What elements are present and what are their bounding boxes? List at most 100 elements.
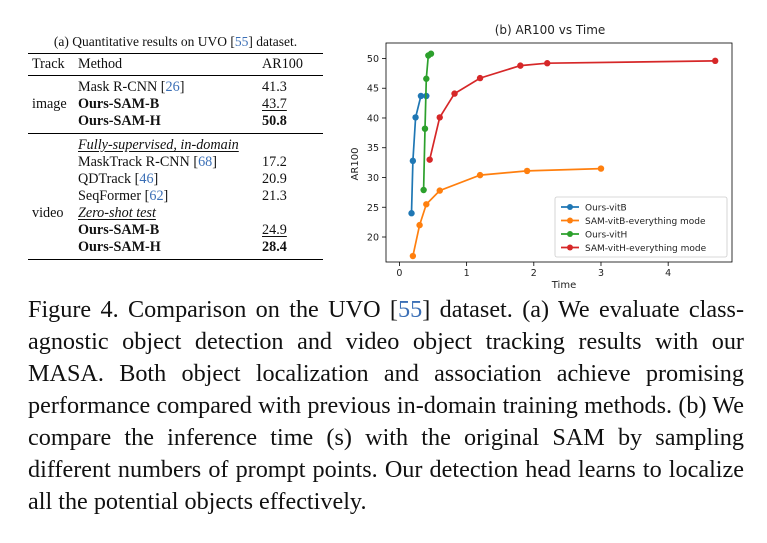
- method-name: Ours-SAM-B: [78, 222, 160, 238]
- ar-value: 20.9: [262, 171, 287, 187]
- x-tick-label: 2: [531, 268, 537, 279]
- legend-box: [554, 196, 728, 258]
- y-tick-label: 35: [367, 143, 379, 154]
- x-tick-label: 4: [665, 268, 671, 279]
- legend-marker: [567, 244, 573, 251]
- y-tick-label: 45: [367, 84, 379, 95]
- ar-value: 24.9: [262, 222, 287, 238]
- data-point: [476, 74, 484, 82]
- legend-marker: [567, 217, 573, 224]
- results-table: (a) Quantitative results on UVO [55] dat…: [28, 34, 323, 260]
- series-line-3: [428, 60, 716, 160]
- subsection-label: Zero-shot test: [78, 205, 156, 221]
- table-row: Ours-SAM-H 28.4: [28, 239, 323, 256]
- table-row: MaskTrack R-CNN [68] 17.2: [78, 154, 287, 170]
- y-tick-label: 50: [367, 54, 379, 65]
- table-row: Ours-SAM-H 50.8: [28, 113, 323, 130]
- plot-frame: [385, 42, 733, 263]
- data-point: [436, 187, 443, 194]
- method-name: SeqFormer: [78, 188, 142, 204]
- line-chart: (b) AR100 vs Time 0 1 2 3 4 20 25 30 35 40 45 50 Our…: [350, 23, 733, 291]
- table-group-rule: [28, 133, 323, 134]
- data-point: [409, 157, 417, 165]
- table-row: SeqFormer [62] 21.3: [78, 188, 287, 204]
- table-row: Ours-SAM-B 24.9: [28, 222, 323, 239]
- video-group: video Fully-supervised, in-domain MaskTr…: [28, 137, 323, 256]
- table-row: Ours-SAM-B 43.7: [28, 96, 323, 113]
- ar-value: 43.7: [262, 96, 287, 112]
- data-point: [427, 50, 435, 57]
- chart-title: (b) AR100 vs Time: [495, 23, 606, 37]
- data-point: [412, 114, 419, 121]
- ar-value: 41.3: [262, 79, 287, 95]
- header-ar100: AR100: [262, 56, 303, 72]
- table-row: Fully-supervised, in-domain: [28, 137, 323, 154]
- y-tick-label: 25: [367, 203, 379, 214]
- data-point: [423, 75, 430, 82]
- x-axis-label: Time: [551, 280, 576, 291]
- figure-caption: Figure 4. Comparison on the UVO [55] dat…: [28, 296, 745, 515]
- header-track: Track: [32, 56, 65, 72]
- ar-value: 21.3: [262, 188, 287, 204]
- legend-label: SAM-vitH-everything mode: [585, 244, 707, 254]
- data-point: [408, 210, 415, 217]
- group-label-image: image: [32, 96, 67, 112]
- table-top-rule: [28, 53, 323, 54]
- citation-link[interactable]: 26: [165, 79, 180, 95]
- citation-link[interactable]: 62: [149, 188, 164, 204]
- data-point: [416, 221, 423, 229]
- data-point: [417, 92, 425, 100]
- data-point: [451, 90, 458, 97]
- legend-marker: [567, 204, 573, 210]
- legend-marker: [567, 231, 573, 237]
- y-axis-label: AR100: [350, 148, 361, 181]
- method-name: QDTrack: [78, 171, 132, 187]
- chart-panel: (b) AR100 vs Time 0 1 2 3 4 20 25 30 35 40 45 50 Our…: [340, 14, 760, 294]
- legend-label: Ours-vitH: [585, 230, 627, 240]
- group-label-video: video: [32, 205, 64, 221]
- table-caption: (a) Quantitative results on UVO [55] dat…: [53, 34, 298, 49]
- ar-value: 17.2: [262, 154, 287, 170]
- method-name: Ours-SAM-H: [78, 239, 161, 255]
- x-tick-label: 0: [396, 268, 402, 279]
- data-point: [523, 167, 531, 175]
- legend-label: Ours-vitB: [585, 203, 627, 213]
- table-header-rule: [28, 75, 323, 76]
- method-name: Ours-SAM-B: [78, 96, 160, 112]
- table-bottom-rule: [28, 259, 323, 260]
- data-point: [436, 114, 443, 121]
- legend-label: SAM-vitB-everything mode: [585, 217, 706, 227]
- method-name: Mask R-CNN: [78, 79, 158, 95]
- method-name: MaskTrack R-CNN: [78, 154, 190, 170]
- image-group: image Mask R-CNN [26] 41.3 Ours-SAM-B 43…: [28, 79, 323, 130]
- data-point: [421, 125, 429, 132]
- table-row: QDTrack [46] 20.9: [78, 171, 287, 187]
- subsection-label: Fully-supervised, in-domain: [78, 137, 239, 153]
- data-point: [426, 156, 433, 163]
- table-row: Mask R-CNN [26] 41.3: [78, 79, 287, 95]
- data-point: [517, 62, 524, 69]
- data-point: [420, 186, 427, 194]
- y-tick-label: 40: [367, 113, 379, 124]
- table-row: Zero-shot test: [28, 205, 323, 222]
- data-point: [476, 171, 484, 179]
- series-line-2: [422, 52, 432, 191]
- header-method: Method: [78, 56, 123, 72]
- table-header-row: Track Method AR100: [28, 56, 323, 73]
- plot-area: 0 1 2 3 4 20 25 30 35 40 45 50 Ours-vitB SAM-vitB-eve…: [367, 42, 733, 279]
- y-tick-label: 30: [367, 173, 379, 184]
- ar-value: 28.4: [262, 239, 287, 255]
- data-point: [597, 165, 605, 172]
- data-point: [712, 57, 719, 65]
- y-tick-label: 20: [367, 233, 379, 244]
- data-point: [423, 201, 430, 208]
- ar-value: 50.8: [262, 113, 287, 129]
- data-point: [544, 60, 551, 67]
- citation-link[interactable]: 46: [139, 171, 154, 187]
- x-tick-label: 3: [598, 268, 604, 279]
- citation-link[interactable]: 55: [234, 34, 249, 49]
- citation-link[interactable]: 55: [398, 296, 423, 323]
- x-tick-label: 1: [464, 268, 470, 279]
- data-point: [409, 252, 417, 260]
- citation-link[interactable]: 68: [198, 154, 213, 170]
